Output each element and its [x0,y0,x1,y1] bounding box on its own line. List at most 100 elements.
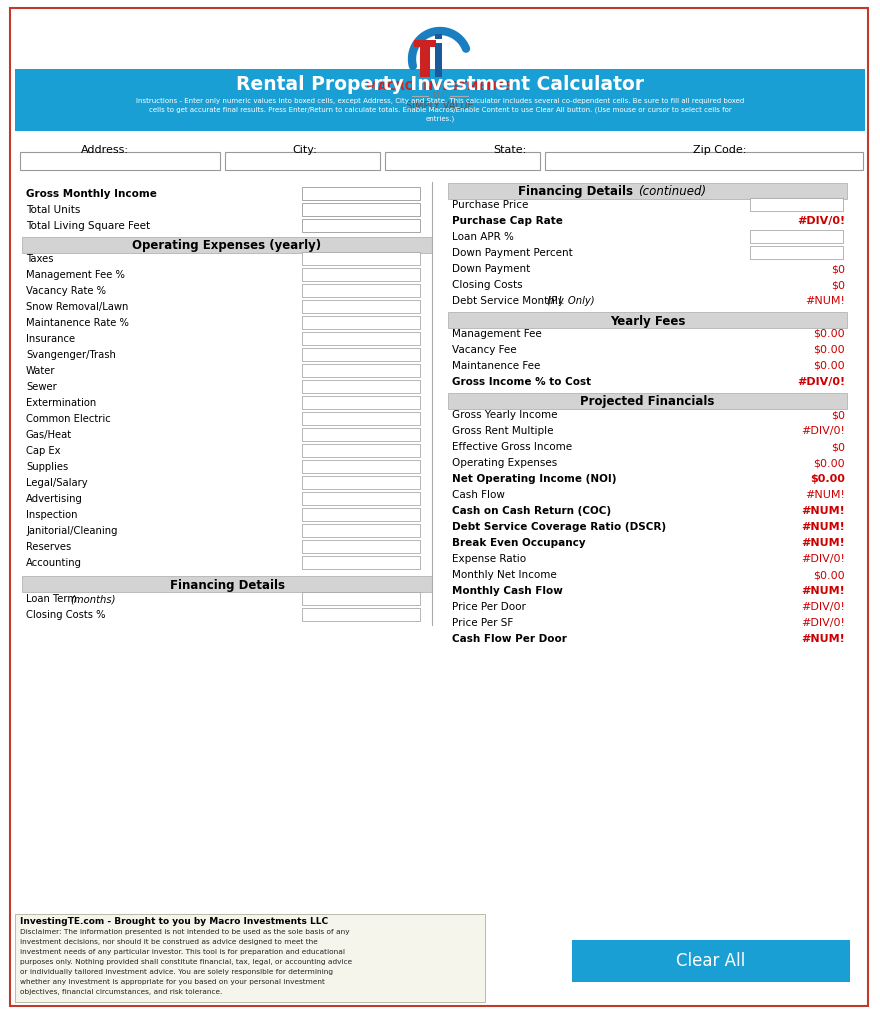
Text: objectives, financial circumstances, and risk tolerance.: objectives, financial circumstances, and… [20,989,223,995]
Text: Loan Term: Loan Term [26,594,80,604]
FancyBboxPatch shape [302,300,420,313]
Text: #NUM!: #NUM! [802,538,845,548]
FancyBboxPatch shape [435,43,442,77]
FancyBboxPatch shape [302,460,420,473]
Text: #DIV/0!: #DIV/0! [797,377,845,387]
Text: #NUM!: #NUM! [805,490,845,500]
FancyBboxPatch shape [448,393,847,409]
Text: Monthly Net Income: Monthly Net Income [452,570,557,580]
Text: or individually tailored investment advice. You are solely responsible for deter: or individually tailored investment advi… [20,969,333,975]
Text: Taxes: Taxes [26,254,54,264]
Text: whether any investment is appropriate for you based on your personal investment: whether any investment is appropriate fo… [20,979,325,985]
FancyBboxPatch shape [302,428,420,441]
Text: (continued): (continued) [639,185,707,199]
Text: Svangenger/Trash: Svangenger/Trash [26,350,116,360]
Text: Legal/Salary: Legal/Salary [26,478,88,488]
FancyBboxPatch shape [302,219,420,232]
Text: Cap Ex: Cap Ex [26,446,61,456]
Text: Maintanence Fee: Maintanence Fee [452,361,540,371]
FancyBboxPatch shape [302,203,420,216]
Text: Closing Costs: Closing Costs [452,280,523,290]
Text: Monthly Cash Flow: Monthly Cash Flow [452,586,563,596]
Text: Vacancy Fee: Vacancy Fee [452,345,517,355]
Text: Gas/Heat: Gas/Heat [26,430,72,440]
Text: Expense Ratio: Expense Ratio [452,554,526,564]
FancyBboxPatch shape [448,183,847,199]
Text: Management Fee %: Management Fee % [26,270,125,280]
Text: Management Fee: Management Fee [452,329,542,339]
Text: Sewer: Sewer [26,382,56,392]
Text: Operating Expenses (yearly): Operating Expenses (yearly) [132,240,321,253]
FancyBboxPatch shape [302,364,420,377]
Text: investment decisions, nor should it be construed as advice designed to meet the: investment decisions, nor should it be c… [20,939,318,945]
Text: Vacancy Rate %: Vacancy Rate % [26,286,106,296]
Text: $0.00: $0.00 [813,570,845,580]
FancyBboxPatch shape [302,396,420,409]
Text: Insurance: Insurance [26,334,75,344]
FancyBboxPatch shape [572,940,850,982]
Text: Supplies: Supplies [26,462,69,472]
Text: #DIV/0!: #DIV/0! [801,618,845,628]
Text: Gross Income % to Cost: Gross Income % to Cost [452,377,591,387]
FancyBboxPatch shape [20,152,220,170]
Text: Extermination: Extermination [26,398,96,408]
Text: investment needs of any particular investor. This tool is for preparation and ed: investment needs of any particular inves… [20,949,345,955]
FancyBboxPatch shape [302,524,420,537]
FancyBboxPatch shape [302,284,420,297]
FancyBboxPatch shape [302,492,420,505]
FancyBboxPatch shape [22,237,432,253]
Text: Instructions - Enter only numeric values into boxed cells, except Address, City : Instructions - Enter only numeric values… [136,98,744,104]
Text: InvestingTE.com - Brought to you by Macro Investments LLC: InvestingTE.com - Brought to you by Macr… [20,918,328,927]
FancyBboxPatch shape [22,575,432,592]
Text: #NUM!: #NUM! [802,522,845,532]
Text: City:: City: [293,145,318,155]
FancyBboxPatch shape [385,152,540,170]
Text: Janitorial/Cleaning: Janitorial/Cleaning [26,526,118,536]
Text: $0: $0 [831,410,845,420]
FancyBboxPatch shape [15,69,865,131]
FancyBboxPatch shape [420,43,430,77]
FancyBboxPatch shape [302,268,420,281]
Text: Financing Details: Financing Details [518,185,637,199]
Text: $0: $0 [831,442,845,452]
Text: Cash Flow: Cash Flow [452,490,505,500]
FancyBboxPatch shape [448,312,847,328]
Text: Inspection: Inspection [26,510,77,520]
Text: Price Per Door: Price Per Door [452,602,526,612]
Text: Loan APR %: Loan APR % [452,232,514,242]
FancyBboxPatch shape [302,187,420,200]
Text: #NUM!: #NUM! [802,586,845,596]
FancyBboxPatch shape [750,198,843,211]
FancyBboxPatch shape [302,476,420,489]
FancyBboxPatch shape [435,34,442,39]
Text: Cash Flow Per Door: Cash Flow Per Door [452,634,567,644]
Text: Water: Water [26,366,55,376]
Text: $0: $0 [831,280,845,290]
Text: Common Electric: Common Electric [26,414,111,424]
Text: Gross Monthly Income: Gross Monthly Income [26,189,157,199]
FancyBboxPatch shape [302,252,420,265]
FancyBboxPatch shape [302,348,420,361]
Text: #DIV/0!: #DIV/0! [797,216,845,226]
Text: Reserves: Reserves [26,542,71,552]
FancyBboxPatch shape [302,332,420,345]
Text: Projected Financials: Projected Financials [580,395,715,409]
Text: Disclaimer: The information presented is not intended to be used as the sole bas: Disclaimer: The information presented is… [20,929,349,935]
Text: $0.00: $0.00 [813,329,845,339]
Text: Debt Service Coverage Ratio (DSCR): Debt Service Coverage Ratio (DSCR) [452,522,666,532]
Text: Rental Property Investment Calculator: Rental Property Investment Calculator [236,76,644,94]
Text: Advertising: Advertising [26,494,83,504]
Text: $0.00: $0.00 [813,458,845,468]
Text: SIMPLY VALUE: SIMPLY VALUE [407,101,473,111]
Text: (P.I. Only): (P.I. Only) [547,296,595,306]
Text: Yearly Fees: Yearly Fees [610,314,686,328]
Text: Total Units: Total Units [26,205,80,215]
FancyBboxPatch shape [302,556,420,569]
Text: purposes only. Nothing provided shall constitute financial, tax, legal, or accou: purposes only. Nothing provided shall co… [20,959,352,965]
FancyBboxPatch shape [302,316,420,329]
Text: $0.00: $0.00 [813,361,845,371]
Text: Down Payment Percent: Down Payment Percent [452,248,573,258]
Text: LLC: LLC [432,91,448,100]
Text: Operating Expenses: Operating Expenses [452,458,557,468]
Text: Purchase Cap Rate: Purchase Cap Rate [452,216,563,226]
